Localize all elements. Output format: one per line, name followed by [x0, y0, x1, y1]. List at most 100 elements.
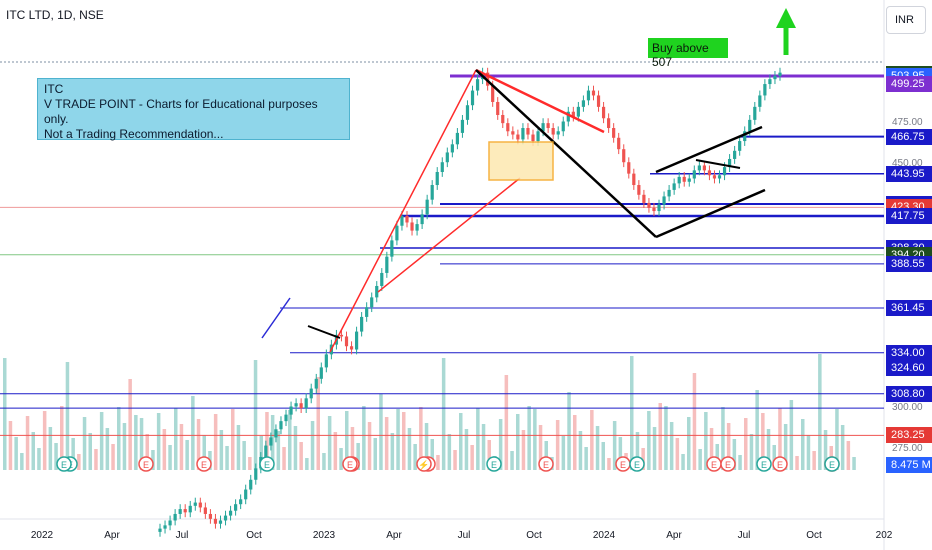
candle-body	[702, 165, 706, 171]
candle-body	[657, 204, 661, 212]
x-tick-label: 2022	[30, 530, 54, 541]
earnings-event-marker[interactable]: E	[138, 456, 154, 472]
volume-bar	[419, 407, 423, 470]
volume-bar	[476, 408, 480, 470]
event-marker-circle	[772, 456, 788, 472]
earnings-event-marker[interactable]: E	[342, 456, 358, 472]
x-tick-label: 2023	[312, 530, 336, 541]
x-tick-label: Apr	[666, 530, 682, 541]
candle-body	[607, 118, 611, 129]
earnings-event-marker[interactable]: E	[538, 456, 554, 472]
volume-bar	[601, 442, 605, 470]
volume-bar	[20, 453, 24, 470]
volume-bar	[162, 429, 167, 470]
volume-bar	[99, 412, 104, 470]
volume-bar	[470, 445, 474, 470]
volume-bar	[94, 449, 98, 470]
candle-body	[491, 85, 495, 102]
earnings-event-marker[interactable]: E	[772, 456, 788, 472]
candle-body	[254, 468, 258, 480]
candle-body	[546, 123, 550, 129]
volume-bar	[846, 441, 851, 470]
candle-body	[385, 256, 389, 273]
volume-bar	[60, 406, 64, 470]
volume-bar	[362, 406, 366, 470]
volume-bar	[253, 360, 258, 470]
volume-bar	[65, 362, 70, 470]
candle-body	[168, 520, 172, 526]
volume-bar	[396, 409, 400, 470]
candle-body	[707, 170, 712, 176]
x-tick-label: Jul	[737, 530, 751, 541]
earnings-event-marker[interactable]: E	[824, 456, 840, 472]
candle-body	[637, 185, 641, 195]
volume-bar	[156, 413, 161, 470]
volume-bar	[327, 416, 332, 470]
note-line: Not a Trading Recommendation...	[44, 127, 224, 141]
volume-bar	[407, 428, 412, 470]
earnings-event-marker[interactable]: E	[56, 456, 72, 472]
volume-bar	[231, 409, 235, 470]
candle-body	[360, 316, 364, 332]
candle-body	[627, 162, 631, 174]
candle-body	[460, 119, 465, 133]
candle-body	[632, 173, 636, 186]
earnings-event-marker[interactable]: E	[486, 456, 502, 472]
candle-body	[395, 225, 399, 241]
candle-body	[763, 84, 767, 96]
candle-body	[652, 207, 656, 212]
price-tag: 334.00	[886, 344, 932, 361]
volume-bar	[8, 421, 13, 470]
volume-bar	[430, 439, 434, 470]
volume-bar	[618, 437, 623, 470]
volume-bar	[772, 445, 776, 470]
split-event-marker[interactable]: ⚡	[416, 456, 432, 472]
candle-body	[163, 525, 167, 529]
x-tick-label: 202	[875, 530, 893, 541]
candle-body	[642, 194, 646, 203]
candle-body	[717, 175, 722, 179]
volume-bar	[276, 431, 281, 470]
earnings-event-marker[interactable]: E	[615, 456, 631, 472]
volume-bar	[288, 410, 292, 470]
candle-body	[218, 520, 223, 524]
earnings-event-marker[interactable]: E	[259, 456, 275, 472]
volume-bar	[561, 436, 566, 470]
volume-bar	[778, 408, 782, 470]
volume-bar	[37, 448, 41, 470]
volume-bar	[122, 423, 127, 470]
candle-body	[692, 170, 696, 179]
candle-body	[526, 128, 530, 135]
candle-body	[576, 106, 580, 117]
volume-bar	[293, 426, 298, 470]
volume-bar	[384, 417, 389, 470]
event-marker-circle	[486, 456, 502, 472]
candle-body	[531, 134, 535, 142]
candle-body	[758, 95, 762, 107]
earnings-event-marker[interactable]: E	[629, 456, 645, 472]
volume-bar	[738, 455, 742, 470]
volume-bar	[48, 427, 53, 470]
volume-bar	[761, 413, 765, 470]
earnings-event-marker[interactable]: E	[706, 456, 722, 472]
currency-button[interactable]: INR	[886, 6, 926, 34]
candle-body	[506, 123, 510, 132]
earnings-event-marker[interactable]: E	[756, 456, 772, 472]
volume-bar	[692, 373, 697, 470]
candle-body	[183, 509, 187, 513]
price-tag: 324.60	[886, 360, 932, 377]
volume-bar	[749, 434, 754, 470]
price-tag: 308.80	[886, 385, 932, 402]
volume-bar	[698, 449, 702, 470]
volume-bar	[510, 451, 514, 470]
earnings-event-marker[interactable]: E	[720, 456, 736, 472]
trendline-black	[655, 125, 763, 174]
up-arrow-head	[776, 8, 796, 28]
volume-bar	[42, 411, 47, 470]
earnings-event-marker[interactable]: E	[196, 456, 212, 472]
candle-body	[511, 131, 515, 135]
volume-bar	[82, 417, 87, 470]
volume-bar	[681, 454, 685, 470]
